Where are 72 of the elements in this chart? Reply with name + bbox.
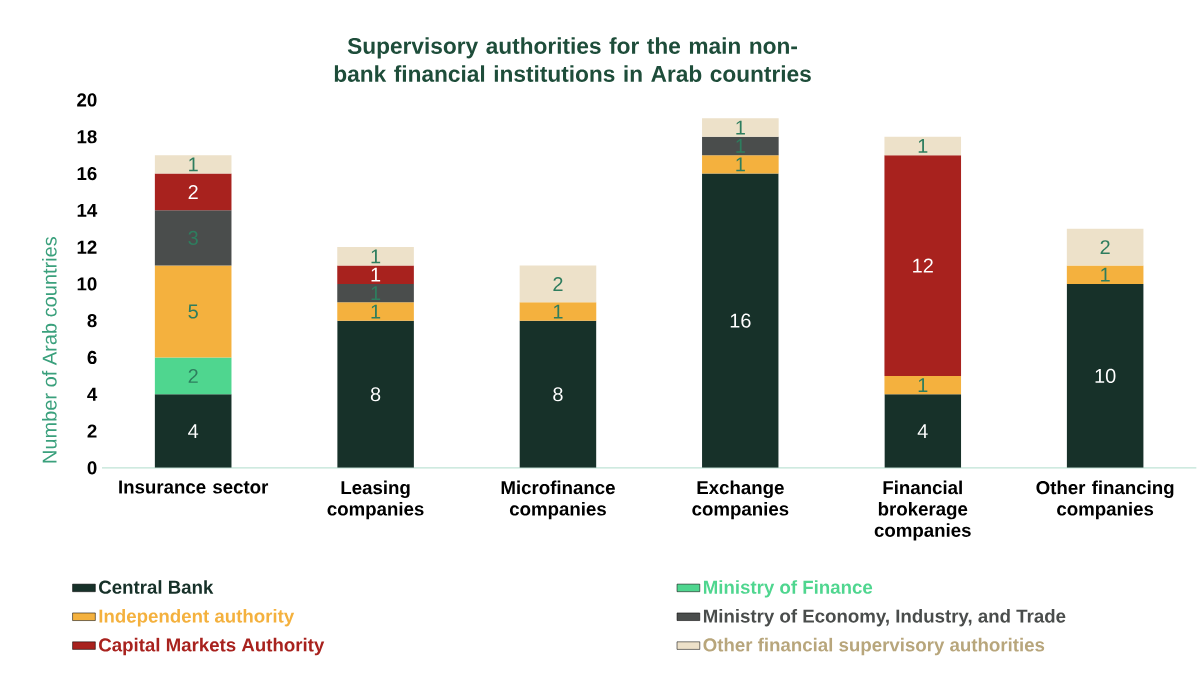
y-tick-label: 0 [87,461,97,475]
legend-label: Central Bank [99,580,214,594]
y-tick-label: 8 [87,314,97,328]
data-label: 1 [189,157,198,172]
bar [154,155,232,174]
data-label: 1 [371,304,381,319]
bar [337,284,414,303]
legend-label: Ministry of Economy, Industry, and Trade [703,609,1066,627]
legend-label: Independent authority [99,609,295,627]
data-label: 8 [370,387,381,402]
bar [154,210,232,266]
data-label: 4 [917,424,928,439]
bar [884,155,962,376]
data-label: 2 [1100,240,1110,255]
bar [702,173,779,468]
y-tick-label: 6 [87,350,97,365]
legend-label: Capital Markets Authority [99,637,325,656]
data-label: 5 [188,304,198,319]
data-label: 1 [371,249,381,264]
x-tick-label: Other financing companies [1036,480,1174,520]
bar [337,320,414,468]
x-tick-label: Leasing companies [327,480,424,520]
data-label: 1 [553,304,563,319]
data-label: 12 [913,258,933,273]
data-label: 1 [736,120,745,135]
y-tick-label: 4 [87,387,98,401]
bar [702,118,779,137]
bar [519,320,597,468]
legend-label: Ministry of Finance [703,580,873,598]
data-label: 10 [1095,368,1116,384]
data-label: 2 [188,369,198,383]
bar [154,357,232,395]
data-label: 1 [1101,267,1110,282]
y-tick-label: 10 [77,277,97,291]
y-tick-label: 18 [77,130,97,144]
bar [154,394,232,468]
bar [884,136,962,156]
bar [1066,284,1144,468]
data-label: 1 [371,267,381,282]
bar [154,173,232,211]
bar [884,394,962,468]
bar [702,155,779,174]
bar [337,265,414,284]
bar [702,136,779,156]
data-label: 2 [553,277,563,291]
chart-title: Supervisory authorities for the main non-bank financial institutions in Arab countries [334,37,811,83]
y-tick-label: 14 [77,204,98,217]
bar [884,375,962,395]
x-tick-label: Microfinance companies [501,480,615,520]
data-label: 1 [918,378,928,393]
data-label: 1 [918,139,928,153]
x-tick-label: Financial brokerage companies [874,480,971,541]
data-label: 4 [188,424,199,439]
data-label: 16 [730,313,751,328]
data-label: 2 [188,185,198,200]
data-label: 1 [736,157,745,172]
bar [154,265,232,358]
legend-label: Other financial supervisory authorities [703,637,1045,656]
y-tick-label: 20 [77,93,97,107]
data-label: 8 [553,387,563,402]
bar [519,265,597,303]
x-tick-label: Exchange companies [692,480,789,520]
y-tick-label: 16 [77,167,97,181]
bar [1066,265,1144,284]
y-axis-title: Number of Arab countries [42,237,57,463]
y-tick-label: 2 [87,424,97,438]
x-tick-label: Insurance sector [119,480,269,494]
bar [337,302,414,321]
bar [519,302,597,321]
bar [1066,228,1144,266]
y-tick-label: 12 [77,240,97,254]
bar [337,247,414,266]
